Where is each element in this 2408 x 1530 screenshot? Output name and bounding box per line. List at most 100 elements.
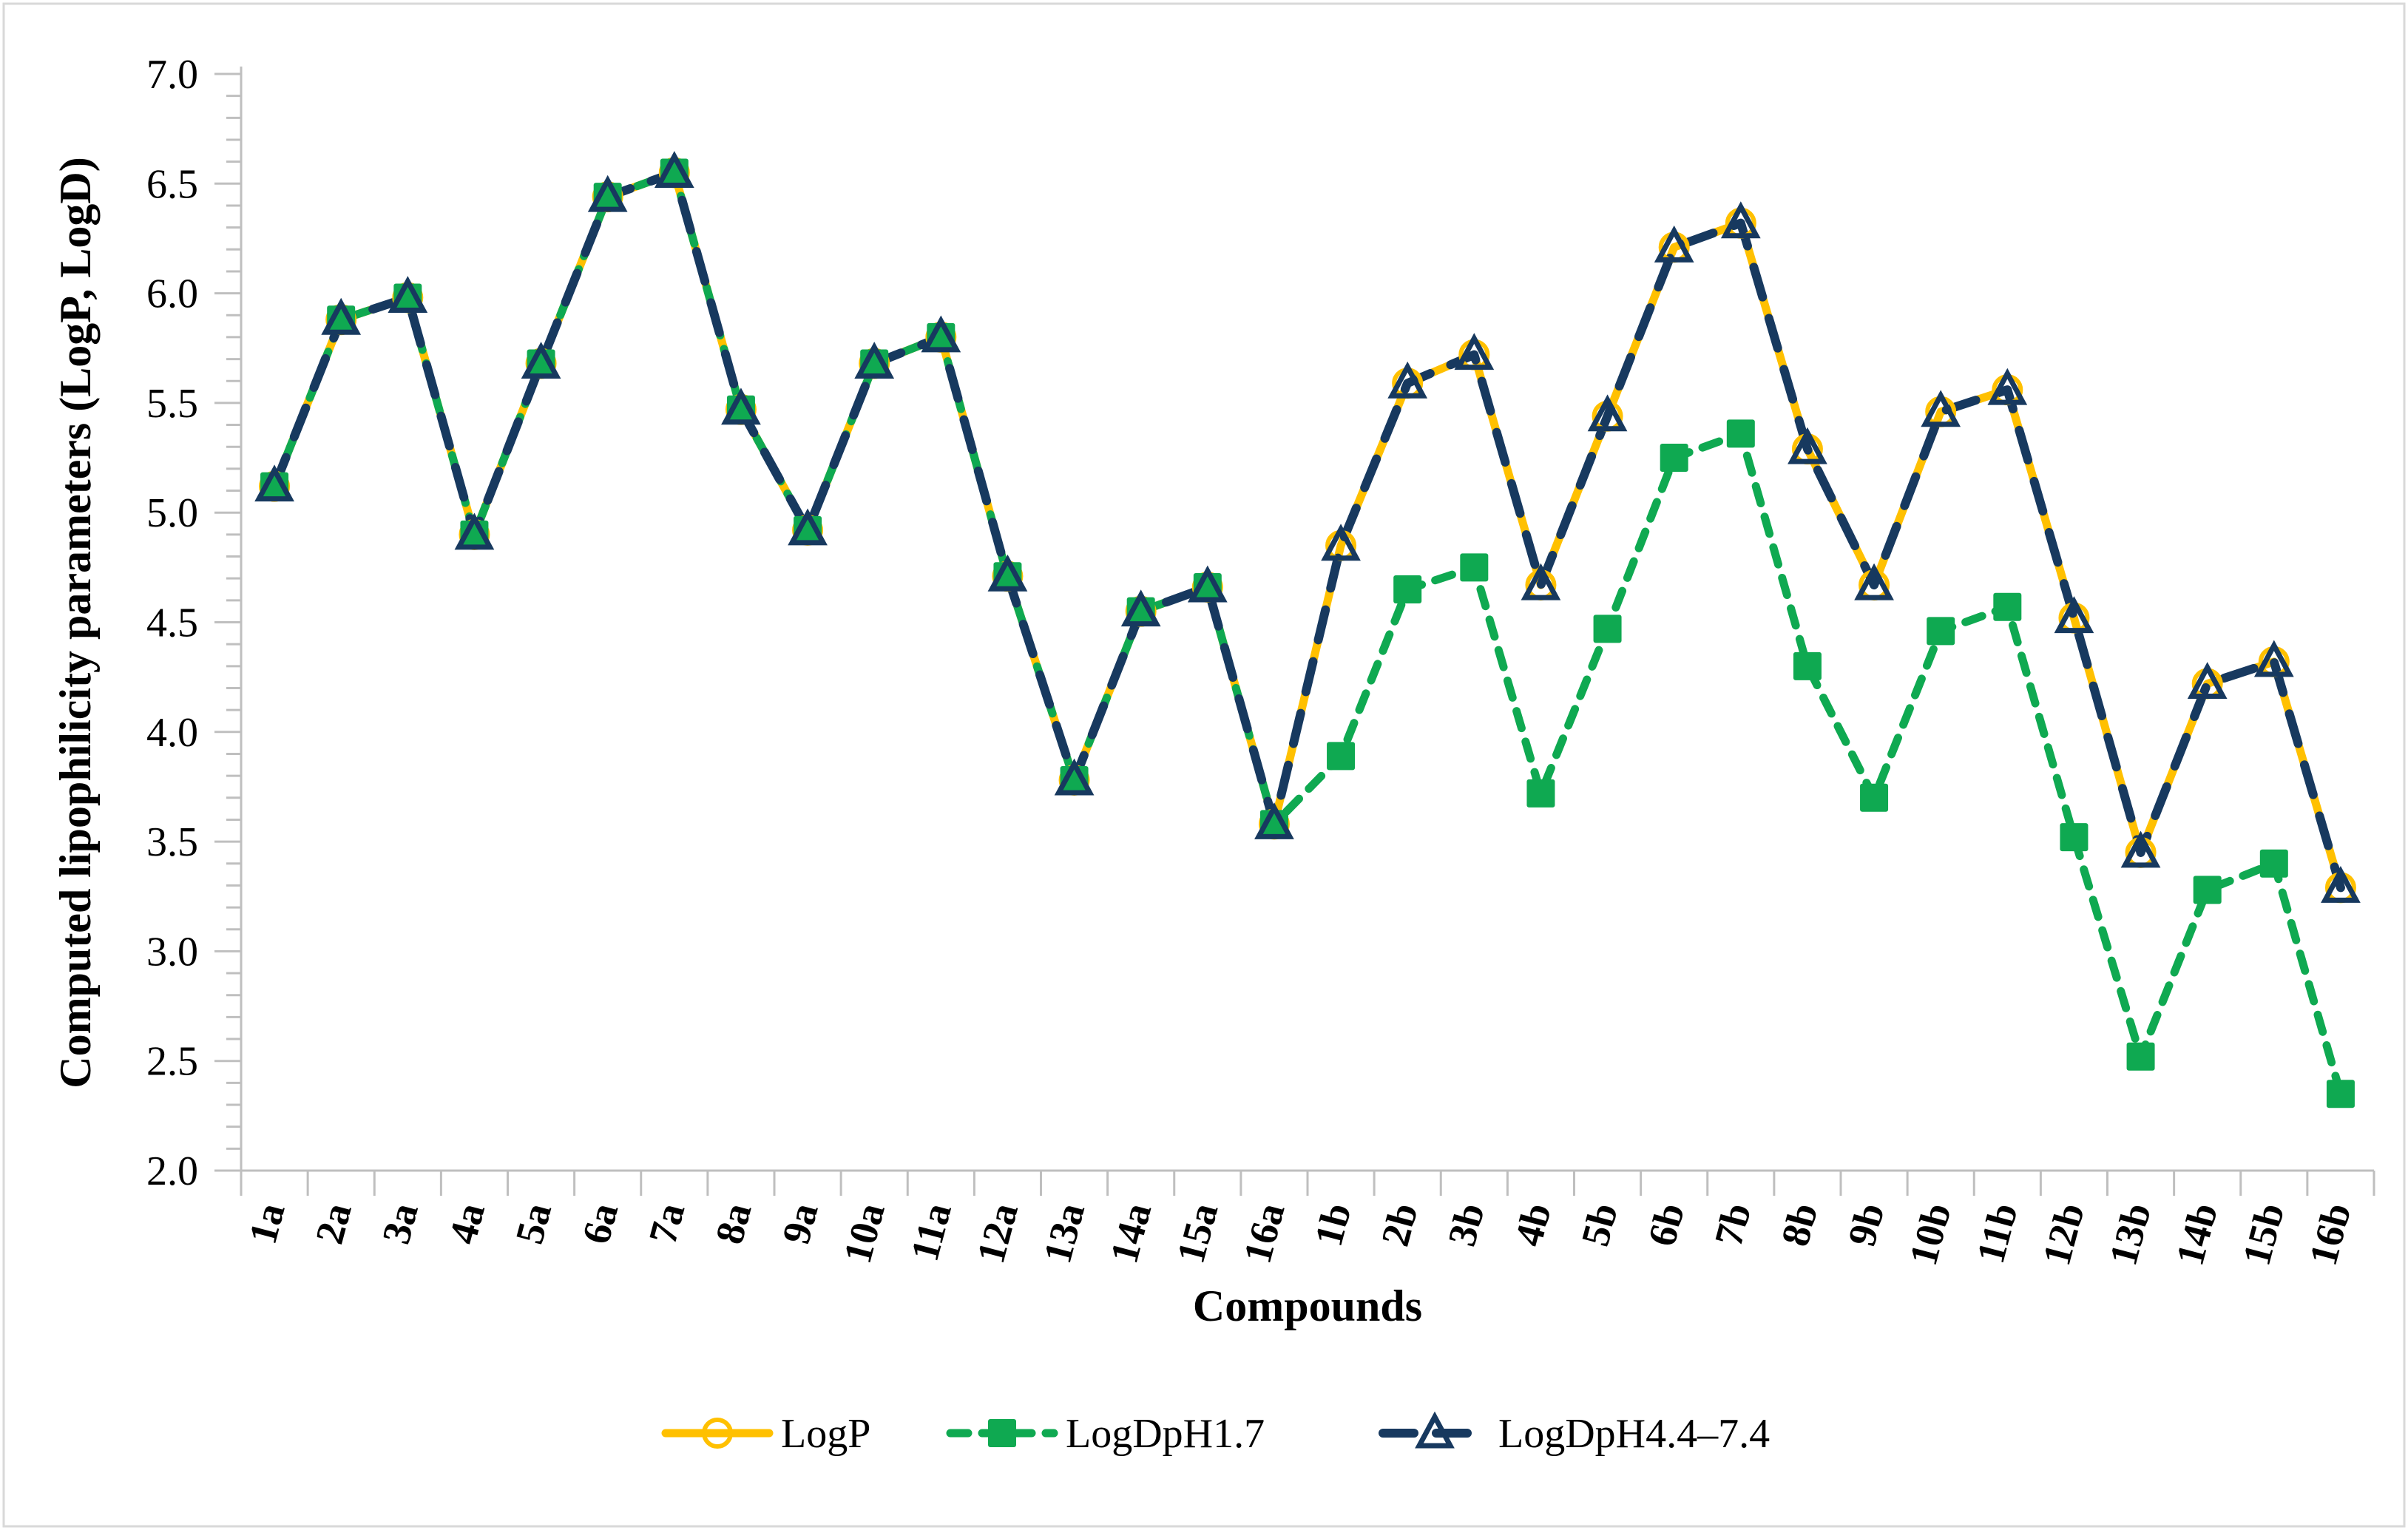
x-tick-label: 6b: [1640, 1199, 1694, 1251]
marker-triangle: [1720, 201, 1761, 239]
marker-triangle: [1321, 524, 1361, 561]
marker-triangle: [1521, 563, 1561, 600]
y-axis-ticks: [214, 72, 241, 1172]
series-line-0-logp: [270, 168, 2345, 892]
marker-triangle: [2120, 830, 2161, 868]
marker-triangle: [2187, 662, 2228, 700]
marker-triangle: [1254, 802, 1294, 839]
marker-square: [1726, 419, 1755, 448]
legend-item-logp: LogP: [661, 1411, 870, 1457]
x-tick-label: 15a: [1168, 1199, 1226, 1268]
marker-triangle: [2054, 596, 2094, 634]
marker-triangle: [921, 315, 961, 353]
marker-square: [2326, 1080, 2355, 1108]
x-tick-label: 2b: [1373, 1199, 1427, 1251]
marker-triangle: [654, 151, 694, 188]
y-tick-label: 5.5: [146, 381, 198, 427]
x-tick-label: 1b: [1306, 1199, 1360, 1251]
marker-square: [1660, 444, 1688, 473]
marker-square: [988, 1419, 1016, 1447]
y-tick-label: 6.5: [146, 161, 198, 207]
legend-label: LogP: [781, 1411, 870, 1457]
marker-square: [2060, 823, 2089, 852]
marker-triangle: [1415, 1411, 1455, 1449]
marker-square: [1927, 617, 1955, 646]
marker-triangle: [1921, 390, 1961, 427]
y-tick-label: 7.0: [146, 52, 198, 98]
marker-triangle: [454, 512, 495, 550]
y-axis-tick-labels: 7.0 6.5 6.0 5.5 5.0 4.5 4.0 3.5 3.0 2.5 2.0: [146, 52, 198, 1194]
x-tick-label: 14a: [1101, 1199, 1160, 1268]
marker-square: [2259, 849, 2288, 878]
x-tick-label: 4b: [1506, 1199, 1560, 1251]
x-tick-label: 3b: [1439, 1199, 1493, 1251]
marker-triangle: [1454, 333, 1495, 370]
marker-square: [1460, 553, 1489, 582]
x-tick-label: 5b: [1572, 1199, 1626, 1251]
x-axis-title: Compounds: [1193, 1282, 1422, 1330]
marker-triangle: [521, 342, 561, 379]
x-tick-label: 6a: [573, 1199, 626, 1249]
marker-triangle: [1654, 225, 1694, 263]
marker-triangle: [2321, 866, 2361, 903]
x-tick-label: 7a: [640, 1199, 693, 1249]
marker-square: [1860, 783, 1889, 812]
marker-triangle: [987, 554, 1028, 592]
y-tick-label: 6.0: [146, 271, 198, 317]
x-tick-label: 7b: [1706, 1199, 1760, 1251]
y-tick-label: 3.0: [146, 929, 198, 975]
marker-triangle: [1120, 589, 1161, 627]
x-tick-label: 13a: [1035, 1199, 1093, 1268]
x-tick-label: 9a: [774, 1199, 827, 1249]
y-tick-label: 5.0: [146, 490, 198, 536]
x-tick-label: 10a: [835, 1199, 893, 1268]
marker-square: [1327, 742, 1356, 771]
marker-triangle: [788, 508, 828, 546]
marker-circle: [702, 1418, 733, 1449]
marker-triangle: [2253, 640, 2294, 677]
y-tick-label: 4.5: [146, 600, 198, 646]
x-tick-label: 16b: [2301, 1199, 2360, 1270]
x-tick-label: 8a: [707, 1199, 760, 1249]
marker-triangle: [1788, 427, 1827, 464]
marker-triangle: [1387, 361, 1428, 399]
x-axis-tick-labels: 1a 2a 3a 4a 5a 6a 7a 8a 9a 10a 11a 12a 13a 14a 15a 16a 1…: [240, 1199, 2360, 1270]
marker-square: [1393, 575, 1422, 604]
series-line-2-logdph4-4-7-4: [270, 168, 2345, 893]
x-tick-label: 16a: [1235, 1199, 1293, 1268]
x-tick-label: 14b: [2168, 1199, 2227, 1270]
marker-triangle: [388, 276, 428, 314]
x-tick-label: 5a: [507, 1199, 560, 1249]
legend-item-logdph1-7: LogDpH1.7: [946, 1411, 1265, 1457]
y-axis-title: Computed lipophilicity parameters (LogP,…: [51, 157, 100, 1088]
x-tick-label: 15b: [2234, 1199, 2293, 1270]
marker-square: [1793, 651, 1822, 680]
x-tick-label: 11b: [1968, 1199, 2026, 1268]
x-tick-label: 8b: [1773, 1199, 1827, 1251]
marker-triangle: [1187, 565, 1228, 603]
x-tick-label: 9b: [1839, 1199, 1893, 1251]
series-markers-1-logdph1-7: [260, 158, 2355, 1108]
x-tick-label: 12b: [2034, 1199, 2093, 1270]
legend-item-logdph4-4-7-4: LogDpH4.4–7.4: [1379, 1411, 1770, 1457]
y-tick-label: 2.0: [146, 1148, 198, 1194]
marker-triangle: [1987, 368, 2028, 405]
legend: LogP LogDpH1.7 LogDpH4.4–7.4: [661, 1411, 1770, 1457]
series-line-1-logdph1-7: [270, 168, 2345, 1098]
marker-triangle: [1854, 563, 1894, 600]
marker-triangle: [1587, 394, 1628, 432]
x-tick-label: 10b: [1901, 1199, 1960, 1270]
marker-square: [1993, 592, 2022, 621]
marker-triangle: [321, 297, 362, 335]
marker-triangle: [1054, 758, 1095, 796]
legend-label: LogDpH1.7: [1066, 1411, 1265, 1457]
x-tick-label: 3a: [373, 1199, 427, 1249]
x-axis-ticks: [240, 1171, 2375, 1196]
legend-label: LogDpH4.4–7.4: [1498, 1411, 1770, 1457]
marker-square: [1526, 779, 1555, 808]
x-tick-label: 13b: [2100, 1199, 2160, 1270]
y-tick-label: 3.5: [146, 819, 198, 865]
